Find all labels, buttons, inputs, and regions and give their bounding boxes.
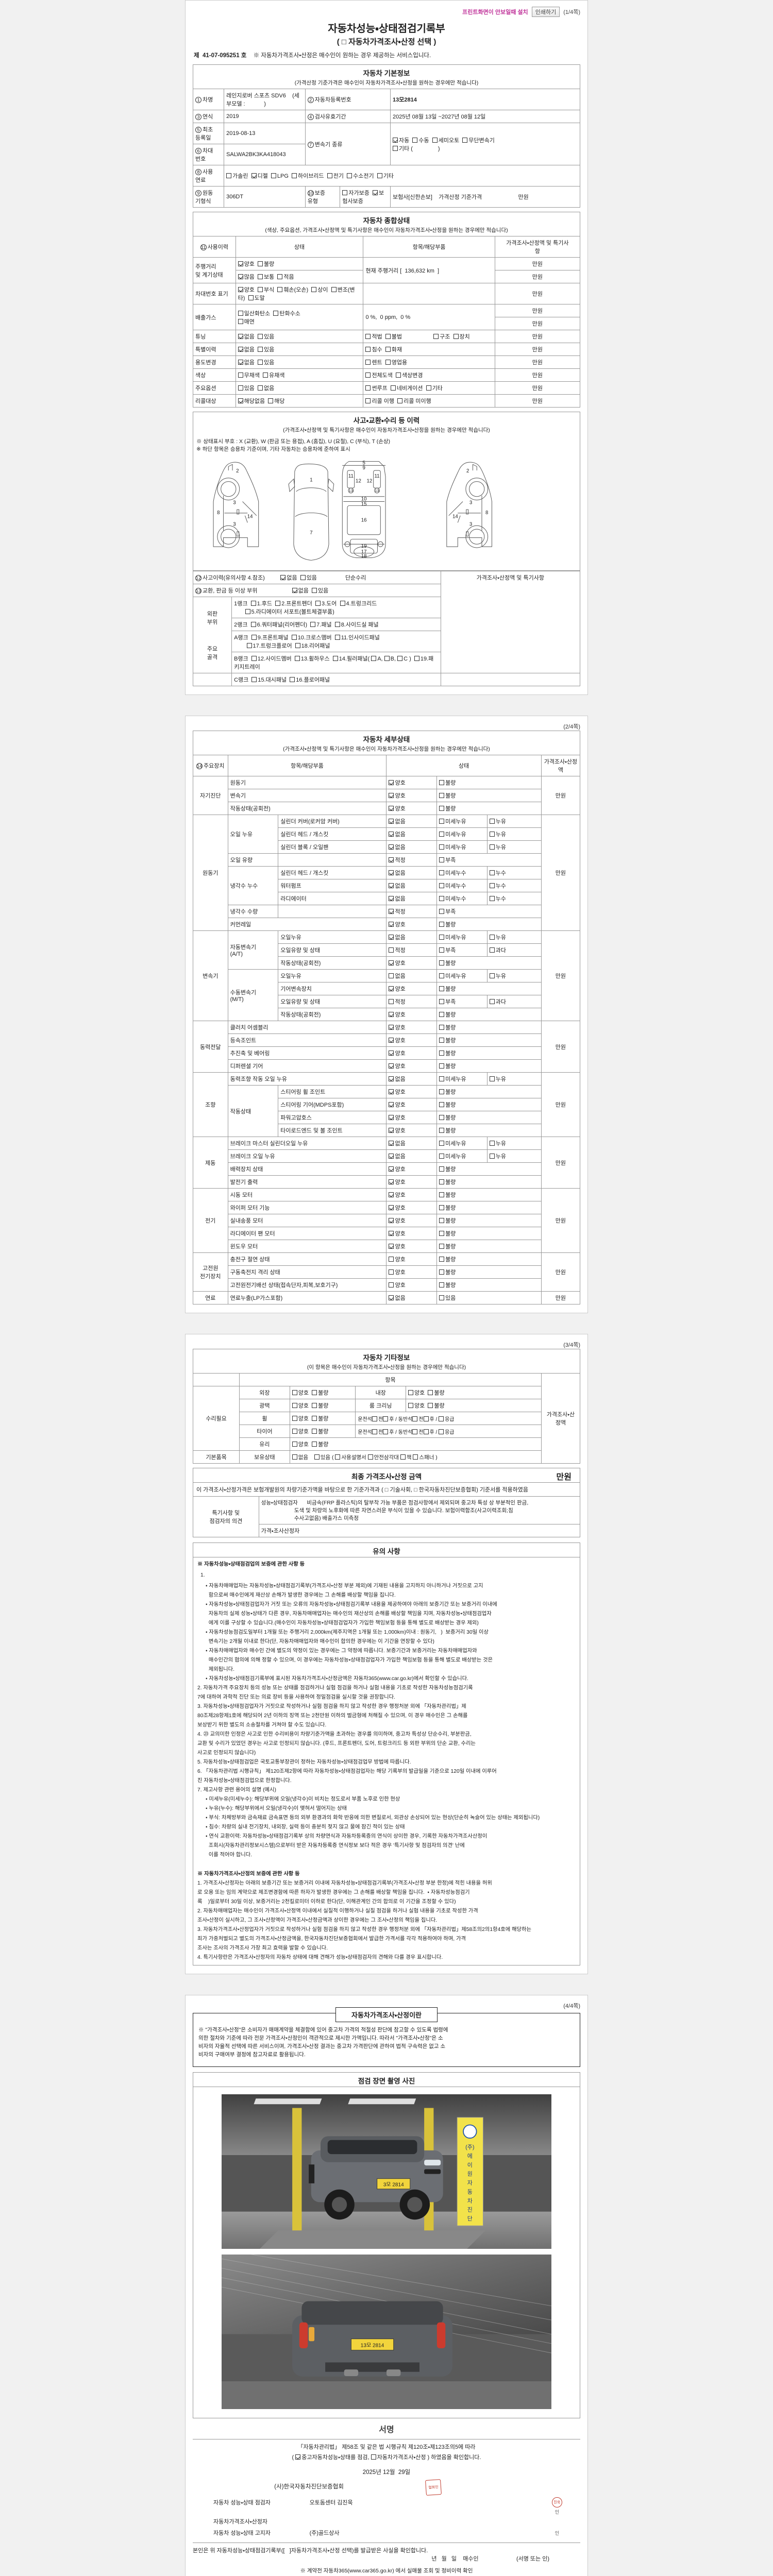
svg-text:12: 12	[356, 479, 361, 484]
svg-text:14: 14	[247, 514, 253, 520]
svg-text:3: 3	[233, 500, 236, 505]
svg-text:단: 단	[467, 2215, 473, 2222]
svg-text:11: 11	[348, 473, 354, 479]
svg-text:2: 2	[466, 468, 469, 474]
svg-text:7: 7	[310, 530, 312, 536]
svg-text:3: 3	[233, 521, 236, 527]
svg-text:3모 2814: 3모 2814	[383, 2182, 404, 2188]
svg-text:2: 2	[236, 468, 239, 474]
svg-text:(주): (주)	[465, 2144, 474, 2150]
svg-text:동: 동	[467, 2189, 473, 2195]
svg-text:14: 14	[452, 514, 458, 520]
svg-text:자: 자	[467, 2179, 473, 2186]
svg-text:이: 이	[467, 2162, 473, 2168]
svg-text:1: 1	[310, 478, 312, 483]
svg-text:18: 18	[361, 554, 367, 560]
svg-text:8: 8	[217, 510, 220, 516]
svg-text:진: 진	[467, 2206, 473, 2213]
svg-text:차: 차	[467, 2197, 473, 2204]
svg-text:13: 13	[349, 488, 354, 493]
svg-text:13모 2814: 13모 2814	[361, 2343, 384, 2348]
svg-text:9: 9	[362, 465, 365, 471]
svg-text:8: 8	[485, 510, 488, 516]
svg-text:3: 3	[469, 521, 472, 527]
svg-text:15: 15	[361, 501, 367, 507]
svg-text:11: 11	[374, 473, 379, 479]
svg-text:16: 16	[361, 517, 367, 523]
svg-text:3: 3	[469, 500, 472, 505]
svg-text:원: 원	[467, 2171, 473, 2177]
svg-text:12: 12	[366, 479, 372, 484]
svg-text:에: 에	[467, 2153, 473, 2159]
svg-text:13: 13	[375, 488, 379, 493]
svg-text:19: 19	[361, 544, 367, 549]
